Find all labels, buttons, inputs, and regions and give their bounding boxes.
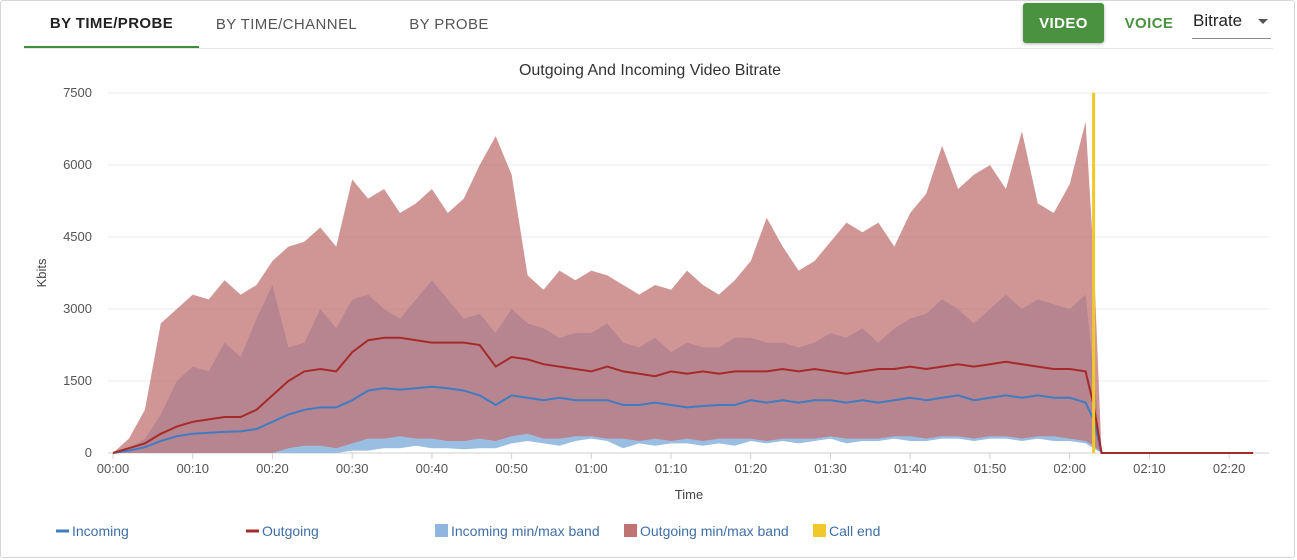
legend-label: Incoming min/max band [451,523,600,539]
legend-label: Incoming [72,523,129,539]
tab-by-time-channel[interactable]: BY TIME/CHANNEL [215,15,358,33]
x-tick-label: 00:50 [495,461,528,476]
metric-select-value: Bitrate [1193,11,1243,30]
chart-title: Outgoing And Incoming Video Bitrate [519,62,781,79]
x-tick-label: 01:50 [974,461,1007,476]
x-tick-label: 01:30 [814,461,847,476]
x-tick-label: 00:40 [416,461,449,476]
caret-down-icon [1258,19,1268,24]
x-axis: 00:00 00:10 00:20 00:30 00:40 00:50 01:00 01:10… [97,453,1246,476]
x-tick-label: 01:40 [894,461,927,476]
outgoing-band-area [113,121,1254,454]
legend: Incoming Outgoing Incoming min/max band Out… [56,523,880,539]
y-tick-label: 0 [85,445,92,460]
x-tick-label: 00:30 [336,461,369,476]
y-tick-label: 7500 [63,85,92,100]
x-tick-label: 02:00 [1053,461,1086,476]
y-tick-label: 4500 [63,229,92,244]
y-tick-label: 1500 [63,373,92,388]
series [112,93,1254,454]
legend-swatch-box [435,524,448,537]
tab-by-probe[interactable]: BY PROBE [409,15,489,33]
x-tick-label: 00:20 [256,461,289,476]
x-tick-label: 00:00 [97,461,130,476]
y-axis-label: Kbits [34,258,49,287]
x-tick-label: 02:20 [1213,461,1246,476]
y-tick-label: 3000 [63,301,92,316]
y-axis: 0 1500 3000 4500 6000 7500 [63,85,92,460]
x-tick-label: 00:10 [176,461,209,476]
legend-label: Call end [829,523,880,539]
metric-select[interactable]: Bitrate [1192,5,1271,39]
x-tick-label: 01:10 [655,461,688,476]
y-tick-label: 6000 [63,157,92,172]
x-tick-label: 01:20 [735,461,768,476]
tab-by-time-probe[interactable]: BY TIME/PROBE [24,0,199,48]
legend-swatch-box [624,524,637,537]
legend-swatch-box [813,524,826,537]
view-tabs: BY TIME/PROBE BY TIME/CHANNEL BY PROBE [24,0,524,48]
incoming-line [112,385,1254,454]
voice-button[interactable]: VOICE [1124,14,1174,32]
x-tick-label: 02:10 [1133,461,1166,476]
tabs-divider [24,48,1273,49]
x-axis-label: Time [675,487,703,502]
legend-label: Outgoing min/max band [640,523,789,539]
legend-label: Outgoing [262,523,319,539]
outgoing-line [112,336,1254,454]
video-button[interactable]: VIDEO [1023,3,1104,43]
x-tick-label: 01:00 [575,461,608,476]
